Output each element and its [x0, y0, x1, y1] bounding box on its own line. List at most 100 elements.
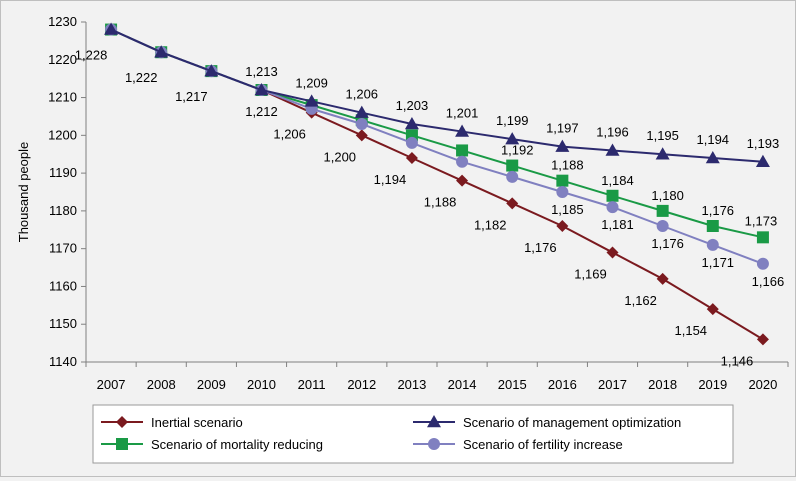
x-tick-label: 2010 [247, 377, 276, 392]
legend-marker [428, 438, 440, 450]
x-tick-label: 2011 [298, 377, 326, 392]
x-tick-label: 2016 [548, 377, 577, 392]
data-label: 1,176 [702, 203, 735, 218]
y-tick-label: 1140 [49, 354, 77, 369]
data-label: 1,228 [75, 48, 108, 63]
x-tick-label: 2007 [97, 377, 126, 392]
data-point-inertial-scenario [706, 303, 719, 316]
legend-label: Inertial scenario [151, 415, 243, 430]
data-label: 1,176 [524, 240, 557, 255]
data-point-scenario-of-management-optimization [304, 94, 319, 107]
data-point-scenario-of-management-optimization [505, 132, 520, 145]
data-point-scenario-of-mortality-reducing [506, 159, 519, 172]
data-label: 1,181 [601, 217, 634, 232]
data-label: 1,194 [697, 132, 730, 147]
data-label: 1,173 [745, 213, 778, 228]
data-point-scenario-of-management-optimization [404, 117, 419, 130]
data-label: 1,188 [551, 158, 584, 173]
data-label: 1,195 [646, 128, 679, 143]
data-label: 1,206 [273, 127, 306, 142]
data-label: 1,193 [747, 136, 780, 151]
data-label: 1,197 [546, 121, 579, 136]
data-point-inertial-scenario [405, 152, 418, 164]
data-label: 1,146 [721, 353, 754, 368]
x-tick-label: 2017 [598, 377, 627, 392]
data-point-scenario-of-fertility-increase [556, 186, 569, 198]
x-tick-label: 2015 [498, 377, 527, 392]
x-tick-label: 2014 [448, 377, 477, 392]
series-line-scenario-of-management-optimization [110, 28, 764, 163]
data-point-scenario-of-management-optimization [655, 147, 670, 160]
data-point-inertial-scenario [506, 197, 519, 210]
data-label: 1,185 [551, 202, 584, 217]
data-label: 1,212 [245, 104, 278, 119]
x-tick-label: 2020 [748, 377, 777, 392]
data-label: 1,213 [245, 64, 278, 79]
data-point-scenario-of-mortality-reducing [756, 231, 769, 244]
data-point-scenario-of-fertility-increase [456, 155, 469, 168]
y-tick-label: 1190 [49, 165, 77, 180]
data-point-scenario-of-mortality-reducing [606, 189, 619, 202]
legend-marker [116, 416, 128, 428]
data-point-scenario-of-management-optimization [104, 22, 119, 35]
legend-label: Scenario of fertility increase [463, 437, 623, 452]
y-axis-title: Thousand people [16, 142, 31, 242]
data-point-inertial-scenario [355, 129, 368, 142]
x-tick-label: 2013 [397, 377, 426, 392]
data-point-scenario-of-management-optimization [605, 143, 620, 156]
data-label: 1,209 [295, 75, 328, 90]
data-point-scenario-of-fertility-increase [355, 118, 368, 130]
data-point-scenario-of-fertility-increase [706, 238, 719, 251]
data-point-inertial-scenario [606, 246, 619, 259]
data-label: 1,217 [175, 89, 208, 104]
data-point-scenario-of-fertility-increase [506, 170, 519, 183]
x-tick-label: 2009 [197, 377, 226, 392]
data-label: 1,194 [374, 172, 407, 187]
data-point-scenario-of-management-optimization [254, 83, 269, 96]
data-point-inertial-scenario [456, 174, 469, 187]
data-point-scenario-of-mortality-reducing [556, 174, 569, 187]
data-point-scenario-of-mortality-reducing [706, 220, 719, 232]
data-point-scenario-of-management-optimization [204, 64, 219, 77]
data-point-scenario-of-management-optimization [354, 105, 369, 118]
data-label: 1,162 [624, 293, 657, 308]
x-tick-label: 2008 [147, 377, 176, 392]
data-point-scenario-of-management-optimization [154, 45, 169, 58]
y-tick-label: 1150 [49, 316, 77, 331]
y-tick-label: 1170 [49, 241, 77, 256]
data-label: 1,154 [675, 323, 708, 338]
x-tick-label: 2012 [347, 377, 376, 392]
data-point-scenario-of-management-optimization [555, 139, 570, 152]
data-label: 1,182 [474, 217, 507, 232]
data-label: 1,166 [752, 274, 785, 289]
legend-label: Scenario of mortality reducing [151, 437, 323, 452]
data-label: 1,206 [346, 87, 379, 102]
data-label: 1,200 [324, 149, 357, 164]
data-label: 1,171 [702, 255, 735, 270]
y-tick-label: 1180 [49, 203, 77, 218]
data-point-scenario-of-management-optimization [455, 124, 470, 137]
legend-box [92, 404, 734, 464]
data-point-inertial-scenario [656, 272, 669, 285]
data-label: 1,196 [596, 124, 629, 139]
data-label: 1,169 [574, 266, 607, 281]
y-tick-label: 1210 [48, 90, 77, 105]
data-label: 1,176 [651, 236, 684, 251]
data-label: 1,188 [424, 195, 457, 210]
data-label: 1,184 [601, 173, 634, 188]
data-label: 1,199 [496, 113, 529, 128]
data-point-scenario-of-fertility-increase [606, 201, 619, 214]
data-point-inertial-scenario [556, 220, 569, 232]
data-point-scenario-of-fertility-increase [405, 136, 418, 149]
data-point-scenario-of-management-optimization [755, 154, 770, 168]
x-tick-label: 2018 [648, 377, 677, 392]
data-point-scenario-of-management-optimization [705, 151, 720, 164]
legend-marker [427, 415, 441, 428]
data-point-scenario-of-mortality-reducing [456, 144, 469, 157]
data-label: 1,192 [501, 143, 534, 158]
data-point-inertial-scenario [756, 333, 769, 346]
legend-label: Scenario of management optimization [463, 415, 681, 430]
data-point-scenario-of-fertility-increase [656, 220, 669, 232]
data-point-scenario-of-mortality-reducing [656, 204, 669, 217]
